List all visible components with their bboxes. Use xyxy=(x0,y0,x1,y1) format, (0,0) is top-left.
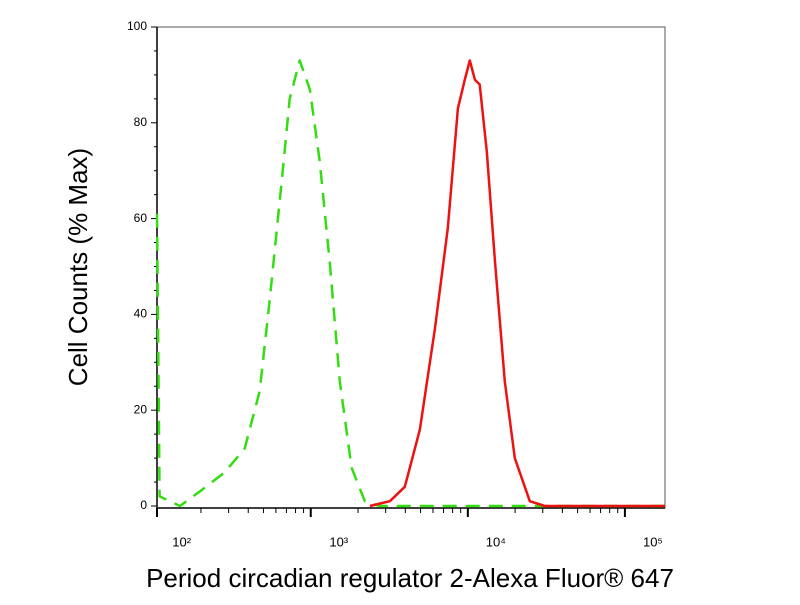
y-axis-label: Cell Counts (% Max) xyxy=(63,148,93,386)
x-axis-label: Period circadian regulator 2-Alexa Fluor… xyxy=(146,563,674,593)
y-tick-label: 40 xyxy=(134,307,148,321)
y-tick-label: 0 xyxy=(140,498,147,512)
y-tick-label: 60 xyxy=(134,211,148,225)
y-tick-label: 100 xyxy=(127,19,147,33)
plot-frame xyxy=(156,26,666,509)
x-tick-label: 10⁴ xyxy=(486,534,506,549)
y-tick-label: 20 xyxy=(134,402,148,416)
x-tick-label: 10³ xyxy=(329,534,348,549)
x-tick-label: 10⁵ xyxy=(643,534,663,549)
x-tick-label: 10² xyxy=(172,534,191,549)
y-tick-label: 80 xyxy=(134,115,148,129)
histogram-line xyxy=(155,59,665,508)
histogram-line xyxy=(369,59,665,508)
